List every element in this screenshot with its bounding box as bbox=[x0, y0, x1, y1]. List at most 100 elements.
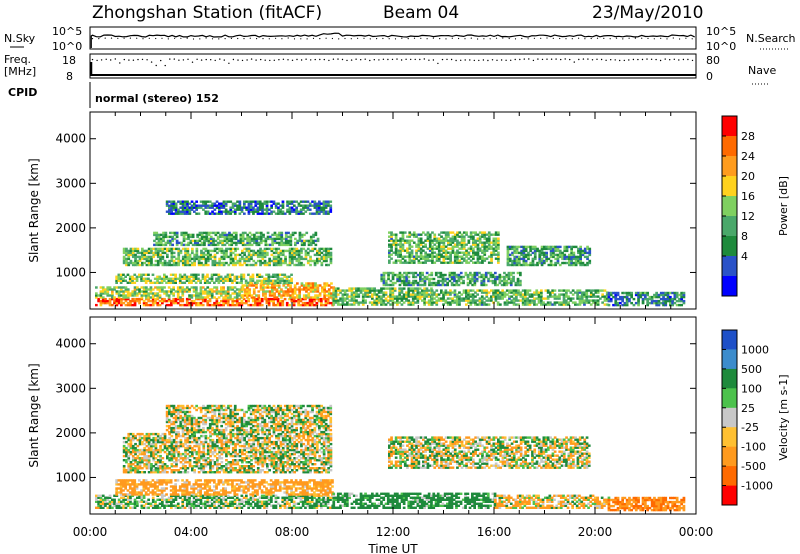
heatmap-cell bbox=[276, 502, 280, 505]
heatmap-cell bbox=[472, 235, 475, 238]
heatmap-cell bbox=[247, 257, 251, 261]
heatmap-cell bbox=[129, 251, 133, 255]
heatmap-cell bbox=[309, 241, 313, 245]
heatmap-cell bbox=[422, 257, 425, 260]
heatmap-cell bbox=[156, 279, 159, 282]
heatmap-cell bbox=[188, 257, 192, 261]
heatmap-cell bbox=[444, 261, 448, 264]
freq-trace bbox=[90, 58, 696, 76]
heatmap-cell bbox=[95, 294, 98, 297]
heatmap-cell bbox=[392, 243, 396, 246]
heatmap-cell bbox=[352, 291, 356, 294]
heatmap-cell bbox=[304, 255, 308, 259]
heatmap-cell bbox=[185, 275, 189, 278]
heatmap-cell bbox=[578, 299, 582, 302]
heatmap-cell bbox=[220, 292, 223, 295]
heatmap-cell bbox=[147, 279, 150, 282]
heatmap-cell bbox=[222, 496, 225, 499]
heatmap-cell bbox=[515, 245, 519, 249]
heatmap-cell bbox=[284, 261, 287, 265]
heatmap-cell bbox=[390, 243, 393, 246]
heatmap-cell bbox=[402, 301, 406, 304]
heatmap-cell bbox=[204, 261, 208, 265]
heatmap-cell bbox=[131, 297, 135, 301]
heatmap-cell bbox=[431, 247, 434, 250]
heatmap-cell bbox=[172, 292, 175, 295]
heatmap-cell bbox=[124, 294, 128, 297]
heatmap-cell bbox=[583, 299, 586, 302]
heatmap-cell bbox=[272, 301, 275, 305]
heatmap-cell bbox=[218, 202, 221, 205]
heatmap-cell bbox=[329, 206, 333, 209]
heatmap-cell bbox=[136, 249, 140, 253]
heatmap-cell bbox=[537, 301, 541, 304]
heatmap-cell bbox=[435, 237, 439, 240]
heatmap-cell bbox=[284, 249, 287, 253]
heatmap-cell bbox=[549, 303, 552, 306]
heatmap-cell bbox=[474, 301, 477, 304]
heatmap-cell bbox=[267, 279, 271, 282]
heatmap-cell bbox=[261, 206, 264, 209]
heatmap-cell bbox=[221, 243, 224, 247]
heatmap-cell bbox=[140, 296, 144, 299]
heatmap-cell bbox=[336, 293, 340, 296]
heatmap-cell bbox=[129, 247, 133, 251]
heatmap-cell bbox=[491, 273, 495, 277]
heatmap-cell bbox=[245, 249, 249, 253]
heatmap-cell bbox=[163, 286, 166, 289]
heatmap-cell bbox=[147, 259, 151, 263]
heatmap-cell bbox=[171, 239, 174, 243]
heatmap-cell bbox=[174, 208, 178, 211]
heatmap-cell bbox=[145, 255, 149, 259]
heatmap-cell bbox=[288, 255, 292, 259]
heatmap-cell bbox=[181, 257, 185, 261]
heatmap-cell bbox=[313, 204, 317, 207]
nave-point bbox=[646, 58, 648, 60]
heatmap-cell bbox=[260, 281, 264, 284]
heatmap-cell bbox=[682, 295, 686, 299]
heatmap-cell bbox=[329, 253, 333, 257]
heatmap-cell bbox=[195, 249, 199, 253]
heatmap-cell bbox=[639, 291, 643, 295]
heatmap-cell bbox=[449, 261, 452, 264]
heatmap-cell bbox=[210, 502, 214, 505]
heatmap-cell bbox=[361, 301, 365, 304]
heatmap-cell bbox=[222, 261, 226, 265]
heatmap-cell bbox=[224, 292, 228, 295]
heatmap-cell bbox=[352, 301, 356, 304]
heatmap-cell bbox=[150, 255, 153, 259]
heatmap-cell bbox=[200, 231, 204, 235]
heatmap-cell bbox=[273, 288, 276, 291]
heatmap-cell bbox=[199, 296, 203, 299]
heatmap-cell bbox=[594, 299, 598, 302]
heatmap-cell bbox=[469, 293, 473, 296]
heatmap-cell bbox=[229, 259, 233, 263]
heatmap-cell bbox=[255, 239, 259, 243]
heatmap-cell bbox=[245, 301, 248, 305]
heatmap-cell bbox=[170, 288, 173, 291]
nave-point bbox=[623, 59, 625, 62]
nsearch-point bbox=[237, 37, 239, 40]
heatmap-cell bbox=[289, 241, 293, 245]
heatmap-cell bbox=[149, 279, 152, 282]
heatmap-cell bbox=[213, 255, 217, 259]
heatmap-cell bbox=[472, 261, 475, 264]
heatmap-cell bbox=[451, 299, 454, 302]
heatmap-cell bbox=[129, 261, 133, 265]
nsearch-point bbox=[180, 37, 182, 39]
data-region-0 bbox=[95, 494, 335, 509]
heatmap-cell bbox=[235, 277, 239, 280]
heatmap-cell bbox=[314, 231, 318, 235]
heatmap-cell bbox=[253, 235, 256, 239]
heatmap-cell bbox=[313, 263, 317, 267]
nave-point bbox=[169, 58, 171, 60]
heatmap-cell bbox=[134, 249, 137, 253]
heatmap-cell bbox=[126, 303, 130, 307]
heatmap-cell bbox=[140, 277, 143, 280]
heatmap-cell bbox=[459, 275, 463, 279]
heatmap-cell bbox=[302, 247, 306, 251]
heatmap-cell bbox=[145, 301, 148, 305]
heatmap-cell bbox=[307, 286, 311, 289]
heatmap-cell bbox=[275, 233, 279, 237]
heatmap-cell bbox=[239, 241, 243, 245]
